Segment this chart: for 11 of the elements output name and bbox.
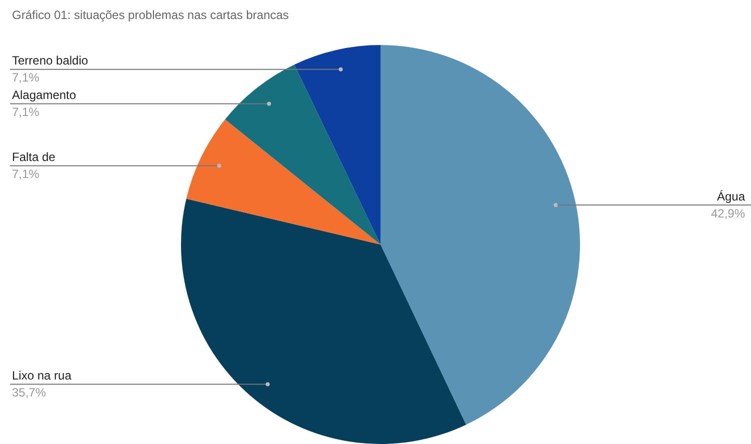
data-label: 7,1%	[12, 167, 40, 181]
slice-label: Falta de	[12, 150, 56, 164]
chart-title: Gráfico 01: situações problemas nas cartas brancas	[12, 8, 289, 22]
data-label: 7,1%	[12, 70, 40, 85]
data-label: 35,7%	[12, 386, 46, 400]
data-label: 42,9%	[710, 206, 746, 220]
slice-label: Lixo na rua	[12, 368, 72, 383]
slice-label: Água	[716, 189, 746, 204]
slice-label: Alagamento	[12, 88, 76, 102]
slice-label: Terreno baldio	[12, 54, 88, 68]
data-label: 7,1%	[12, 105, 40, 120]
